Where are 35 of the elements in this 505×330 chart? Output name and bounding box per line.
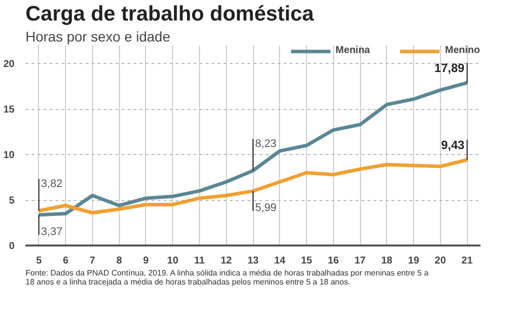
y-tick-label: 5 <box>8 196 15 207</box>
x-tick-label: 18 <box>381 256 393 266</box>
x-tick-label: 16 <box>328 256 340 266</box>
x-tick-label: 15 <box>300 256 313 266</box>
line-series <box>37 81 469 217</box>
x-tick-label: 6 <box>62 256 69 266</box>
x-tick-label: 8 <box>116 256 122 266</box>
y-tick-label: 0 <box>8 241 15 252</box>
data-label: 9,43 <box>441 138 465 152</box>
data-label: 5,99 <box>255 202 277 214</box>
x-tick-label: 12 <box>220 256 232 266</box>
x-tick-label: 21 <box>462 256 474 266</box>
x-tick-label: 14 <box>274 256 286 266</box>
x-tick-label: 7 <box>90 256 96 266</box>
x-tick-label: 5 <box>36 256 42 266</box>
x-tick-label: 11 <box>194 256 206 266</box>
data-label: 17,89 <box>434 60 465 75</box>
chart-title: Carga de trabalho doméstica <box>26 2 314 26</box>
x-tick-label: 20 <box>434 256 446 266</box>
x-tick-label: 19 <box>408 256 420 266</box>
x-tick-label: 9 <box>143 256 150 266</box>
data-label: 8,23 <box>255 138 277 150</box>
x-tick-label: 17 <box>354 256 366 266</box>
source-note: Fonte: Dados da PNAD Contínua, 2019. A linha sólida indica a média de horas trabalhadas por meninas entre 5 a 18 anos e a linha tracejada a média de horas trabalhadas pelos meninos entre 5 a 18 anos. <box>26 268 429 286</box>
x-tick-label: 13 <box>247 256 259 266</box>
y-tick-label: 15 <box>3 104 15 116</box>
line-series <box>37 158 469 215</box>
y-tick-label: 10 <box>3 150 15 162</box>
chart-subtitle: Horas por sexo e idade <box>26 28 170 44</box>
y-tick-label: 20 <box>3 59 15 70</box>
x-tick-label: 10 <box>167 256 179 266</box>
legend-label: Menino <box>445 45 480 56</box>
legend-label: Menina <box>336 45 370 56</box>
data-label: 3,82 <box>41 178 62 190</box>
data-label: 3,37 <box>41 226 62 238</box>
